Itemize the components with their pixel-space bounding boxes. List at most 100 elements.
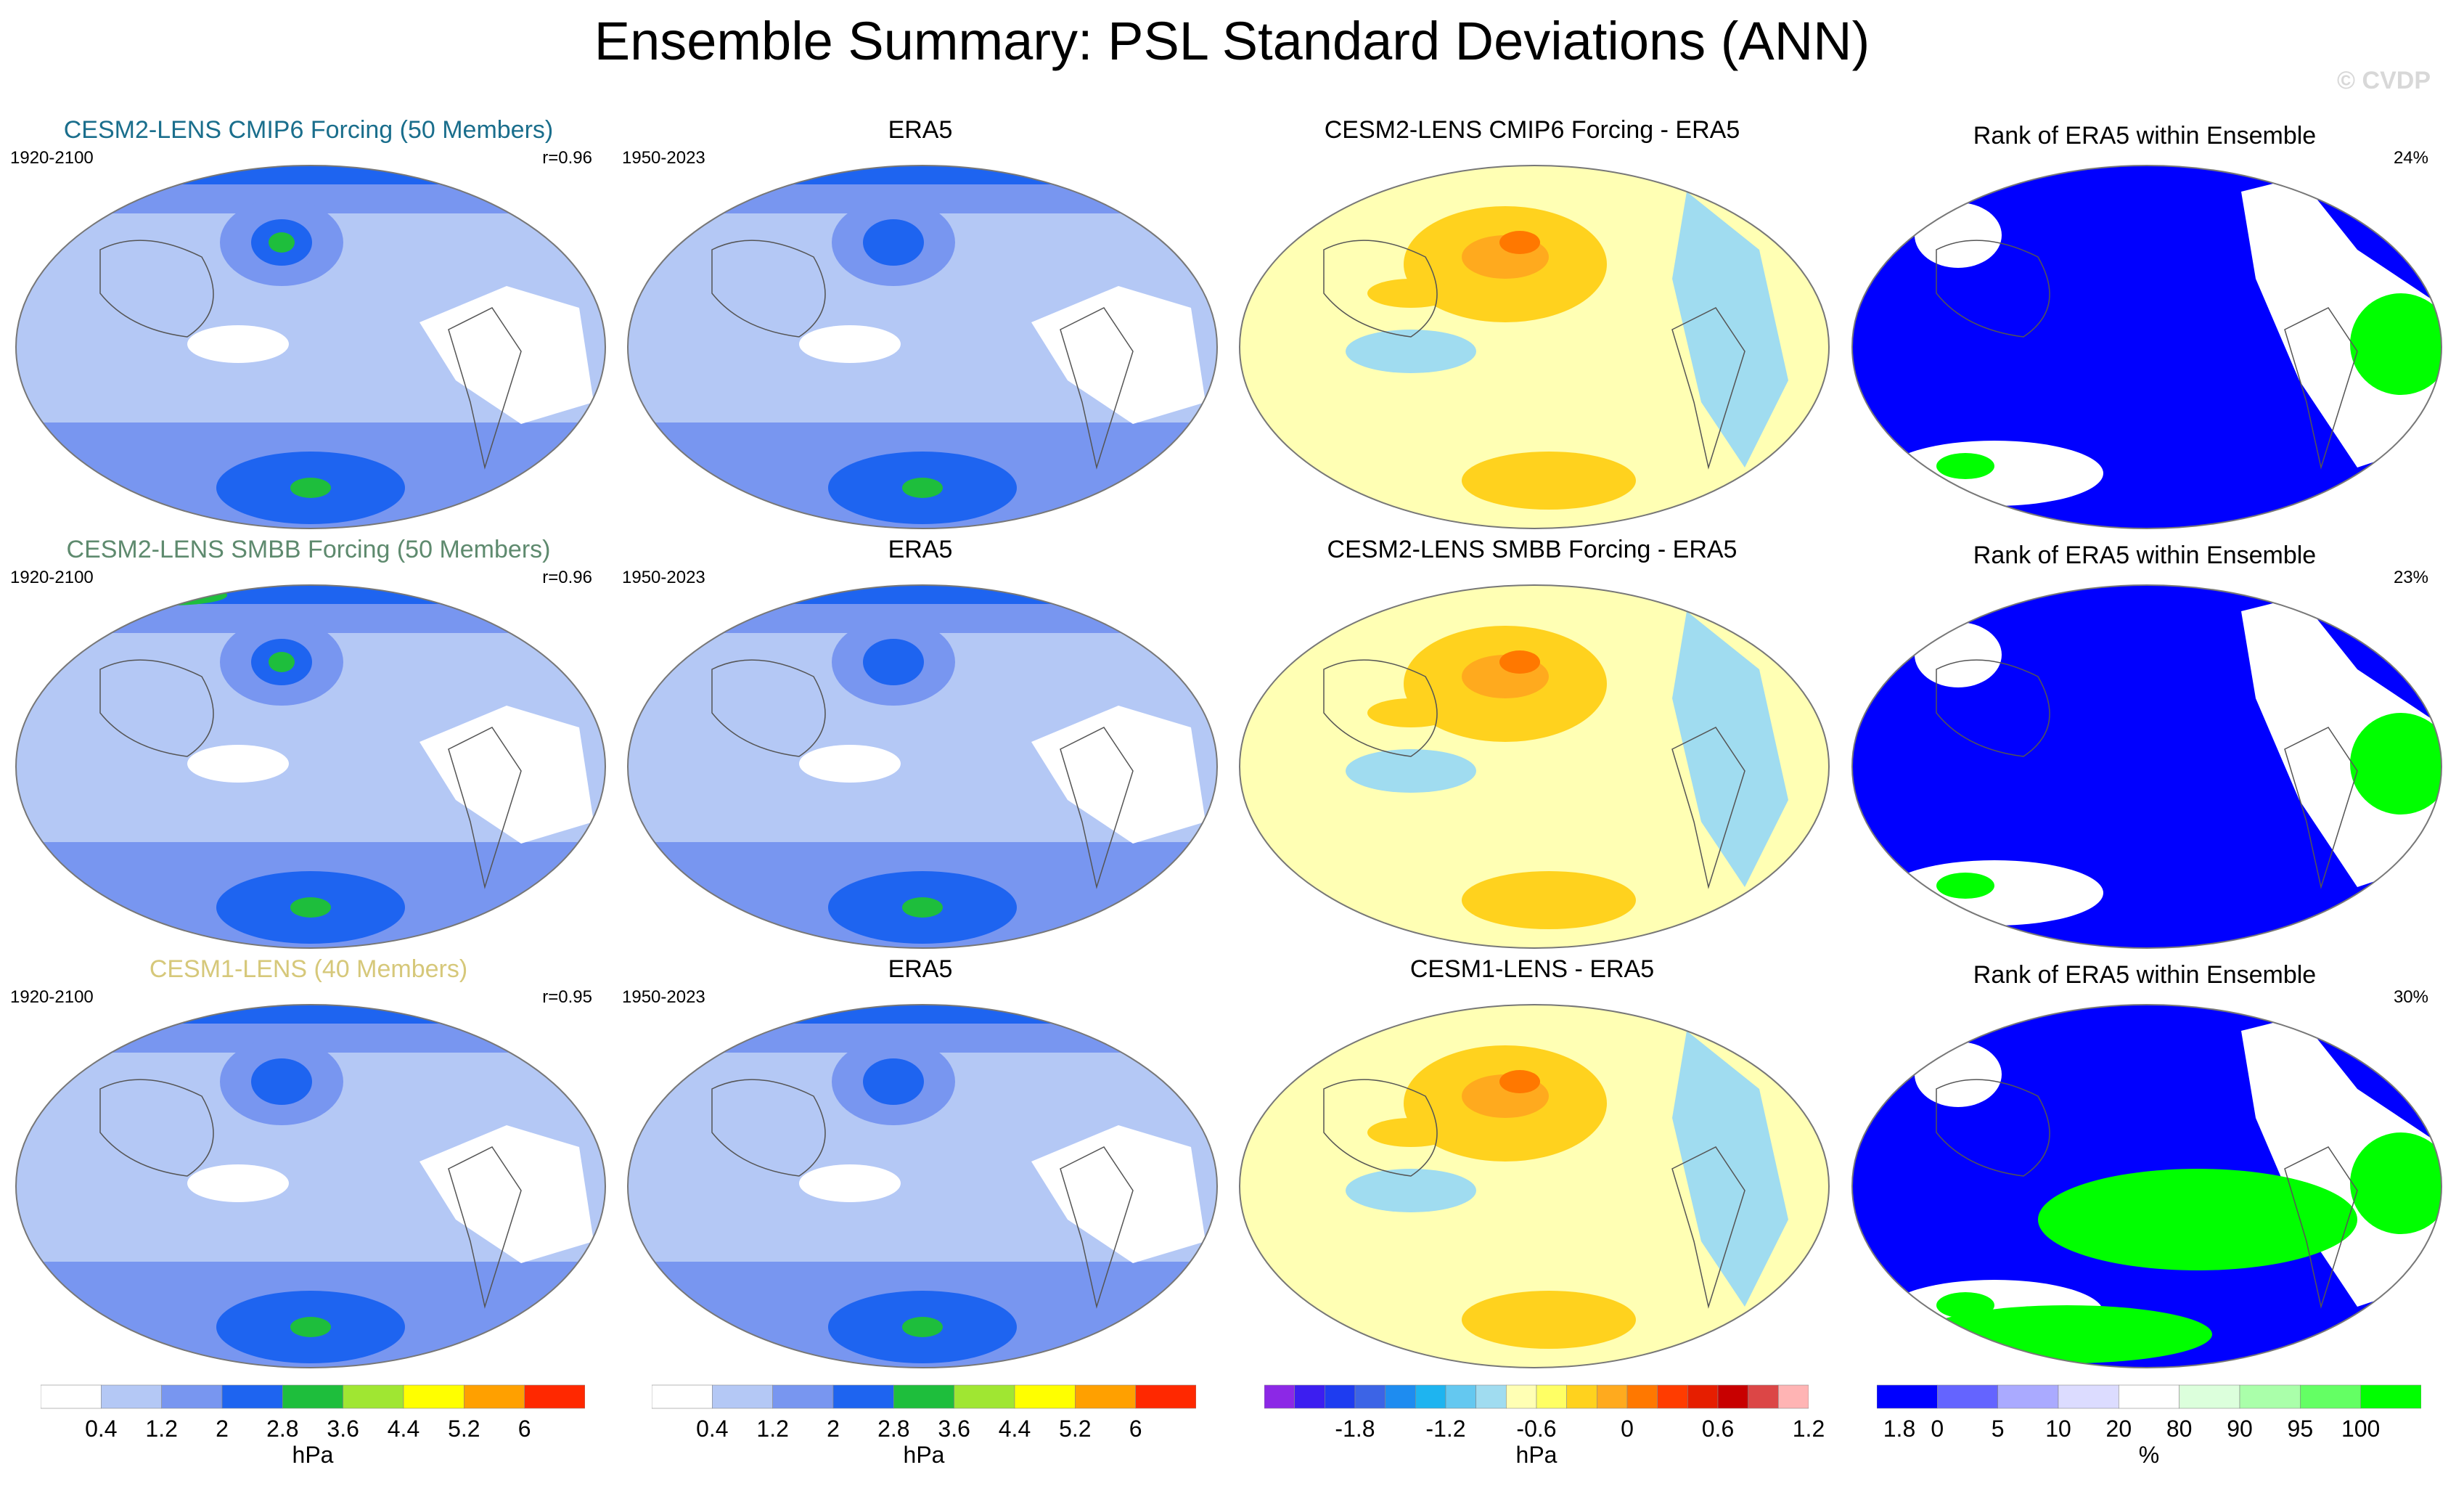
field-low-region <box>799 745 901 783</box>
coastline <box>1323 659 1438 757</box>
colorbar-tick-label: 2.8 <box>266 1416 299 1442</box>
period-label: 1950-2023 <box>622 568 705 587</box>
period-label: 1920-2100 <box>10 987 94 1007</box>
percent-label: 24% <box>2393 148 2428 168</box>
field-negative <box>1346 1169 1476 1212</box>
colorbar-swatch <box>1687 1384 1719 1409</box>
colorbar-swatch <box>2239 1384 2301 1409</box>
field-contour <box>902 1317 943 1337</box>
field-positive <box>1462 1291 1636 1349</box>
field-mid <box>2241 1016 2442 1307</box>
colorbar-tick-label: 1.2 <box>1792 1416 1825 1442</box>
colorbar-tick-label: 5 <box>1991 1416 2005 1442</box>
map-border <box>1851 1004 2442 1368</box>
coastline <box>1936 659 2050 757</box>
field-positive <box>1499 1070 1540 1093</box>
period-label: 1920-2100 <box>10 568 94 587</box>
field-positive <box>1367 279 1454 308</box>
map-obs <box>627 584 1218 949</box>
percent-label: 30% <box>2393 987 2428 1007</box>
panel-title: CESM2-LENS SMBB Forcing (50 Members) <box>66 536 551 563</box>
colorbar-tick-label: 0.6 <box>1701 1416 1735 1442</box>
field-contour <box>111 585 227 605</box>
colorbar-swatch <box>2360 1384 2421 1409</box>
field-low-region <box>187 1164 289 1202</box>
colorbar-swatch <box>1657 1384 1688 1409</box>
period-label: 1920-2100 <box>10 148 94 168</box>
field-positive <box>1367 698 1454 727</box>
field-contour <box>269 232 295 253</box>
panel-model-row1: CESM2-LENS CMIP6 Forcing (50 Members) 192… <box>7 116 610 537</box>
panel-diff-row2: CESM2-LENS SMBB Forcing - ERA5 <box>1231 536 1833 957</box>
map-border <box>1239 1004 1830 1368</box>
colorbar-tick-label: 2.8 <box>877 1416 910 1442</box>
panel-title: ERA5 <box>888 955 953 983</box>
colorbar-tick-label: 4.4 <box>998 1416 1031 1442</box>
field-low-region <box>187 745 289 783</box>
map-border <box>627 165 1218 529</box>
map-border <box>1851 584 2442 949</box>
field-low-region <box>1031 706 1206 844</box>
coastline <box>2284 1146 2358 1309</box>
coastline <box>1060 1146 1134 1309</box>
field-low-region <box>1031 286 1206 424</box>
colorbar-swatch <box>1075 1384 1136 1409</box>
coastline <box>1936 1079 2050 1177</box>
field-positive <box>1499 231 1540 254</box>
colorbar-unit: hPa <box>1515 1442 1558 1468</box>
colorbar-tick-label: -1.8 <box>1335 1416 1375 1442</box>
field-negative <box>1346 749 1476 793</box>
panel-model-row2: CESM2-LENS SMBB Forcing (50 Members) 1920… <box>7 536 610 957</box>
period-label: 1950-2023 <box>622 987 705 1007</box>
colorbar-tick-label: 0 <box>1621 1416 1634 1442</box>
colorbar-tick-label: -0.6 <box>1516 1416 1557 1442</box>
map-border <box>15 584 606 949</box>
field-positive <box>1367 1118 1454 1147</box>
colorbar-swatch <box>2058 1384 2119 1409</box>
colorbar-2: 0.4 1.2 2 2.8 3.6 4.4 5.2 6 hPa <box>652 1384 1203 1485</box>
field-high <box>1922 1305 2212 1363</box>
colorbar-swatch <box>343 1384 404 1409</box>
panel-title: CESM2-LENS CMIP6 Forcing (50 Members) <box>63 116 554 144</box>
panel-title: CESM2-LENS CMIP6 Forcing - ERA5 <box>1324 116 1740 144</box>
colorbar-swatch <box>403 1384 464 1409</box>
field-contour <box>269 652 295 672</box>
colorbar-tick-label: 95 <box>2287 1416 2314 1442</box>
field-positive <box>1462 871 1636 929</box>
colorbar-tick-label: 2 <box>216 1416 229 1442</box>
map-obs <box>627 1004 1218 1368</box>
period-label: 1950-2023 <box>622 148 705 168</box>
map-rank <box>1851 165 2442 529</box>
field-contour <box>290 1317 331 1337</box>
colorbar-swatch <box>1294 1384 1325 1409</box>
map-rank <box>1851 1004 2442 1368</box>
coastline <box>711 659 826 757</box>
colorbar-tick-label: 4.4 <box>387 1416 420 1442</box>
coastline <box>1671 307 1745 470</box>
map-border <box>1239 584 1830 949</box>
colorbar-swatch <box>1385 1384 1416 1409</box>
field-positive <box>1462 452 1636 510</box>
colorbar-swatch <box>1415 1384 1446 1409</box>
colorbar-swatch <box>712 1384 773 1409</box>
field-negative <box>1346 330 1476 373</box>
colorbar-swatch <box>464 1384 525 1409</box>
field-mid <box>1915 622 2002 687</box>
panel-title: CESM2-LENS SMBB Forcing - ERA5 <box>1327 536 1738 563</box>
coastline <box>2284 727 2358 889</box>
field-high <box>1936 453 1994 479</box>
colorbar-swatch <box>1135 1384 1196 1409</box>
map-diff <box>1239 584 1830 949</box>
map-border <box>15 165 606 529</box>
field-low-region <box>187 325 289 363</box>
colorbar-1: 0.4 1.2 2 2.8 3.6 4.4 5.2 6 hPa <box>41 1384 592 1485</box>
figure-title: Ensemble Summary: PSL Standard Deviation… <box>594 11 1870 71</box>
percent-label: 23% <box>2393 568 2428 587</box>
colorbar-tick-label: 1.2 <box>756 1416 789 1442</box>
colorbar-tick-label: 5.2 <box>1059 1416 1092 1442</box>
colorbar-unit: hPa <box>903 1442 945 1468</box>
field-high <box>2038 1169 2357 1270</box>
field-low-region <box>799 1164 901 1202</box>
colorbar-3: -1.8 -1.2 -0.6 0 0.6 1.2 1.8 hPa <box>1264 1384 1915 1485</box>
field-contour <box>290 478 331 498</box>
